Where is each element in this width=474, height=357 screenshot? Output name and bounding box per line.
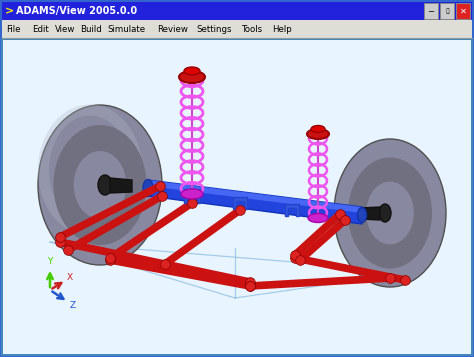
Polygon shape — [184, 189, 200, 203]
Bar — [424, 3, 438, 19]
Bar — [440, 3, 454, 19]
Bar — [2, 20, 472, 38]
Ellipse shape — [184, 67, 200, 75]
Ellipse shape — [181, 189, 203, 199]
Text: ─: ─ — [428, 6, 434, 15]
Ellipse shape — [54, 125, 146, 245]
Polygon shape — [148, 180, 362, 213]
Text: ADAMS/View 2005.0.0: ADAMS/View 2005.0.0 — [16, 6, 137, 16]
Ellipse shape — [143, 180, 153, 196]
Text: Edit: Edit — [32, 25, 49, 34]
Ellipse shape — [308, 213, 328, 222]
Ellipse shape — [348, 157, 432, 268]
Text: Y: Y — [47, 257, 53, 266]
Ellipse shape — [311, 126, 325, 132]
Ellipse shape — [379, 204, 391, 222]
Text: ✕: ✕ — [459, 6, 466, 15]
Text: Review: Review — [157, 25, 188, 34]
Text: Tools: Tools — [242, 25, 263, 34]
Ellipse shape — [38, 105, 162, 265]
Text: View: View — [55, 25, 75, 34]
Polygon shape — [148, 180, 362, 224]
Text: Build: Build — [80, 25, 102, 34]
Ellipse shape — [366, 182, 414, 245]
Text: Settings: Settings — [196, 25, 231, 34]
Text: >: > — [5, 6, 14, 16]
Ellipse shape — [307, 129, 329, 139]
Polygon shape — [360, 207, 380, 220]
Text: Simulate: Simulate — [107, 25, 145, 34]
Ellipse shape — [98, 175, 112, 195]
Text: X: X — [67, 272, 73, 282]
Bar — [3, 40, 471, 354]
Bar — [2, 39, 472, 355]
Text: File: File — [6, 25, 20, 34]
Bar — [456, 3, 470, 19]
Bar — [2, 2, 472, 20]
Text: ▯: ▯ — [445, 8, 449, 14]
Text: Help: Help — [272, 25, 292, 34]
Polygon shape — [110, 178, 132, 193]
Ellipse shape — [73, 151, 127, 219]
Polygon shape — [285, 204, 299, 216]
Ellipse shape — [179, 71, 205, 83]
Text: Z: Z — [70, 302, 76, 311]
Polygon shape — [233, 197, 247, 209]
Ellipse shape — [334, 139, 446, 287]
Ellipse shape — [357, 207, 366, 222]
